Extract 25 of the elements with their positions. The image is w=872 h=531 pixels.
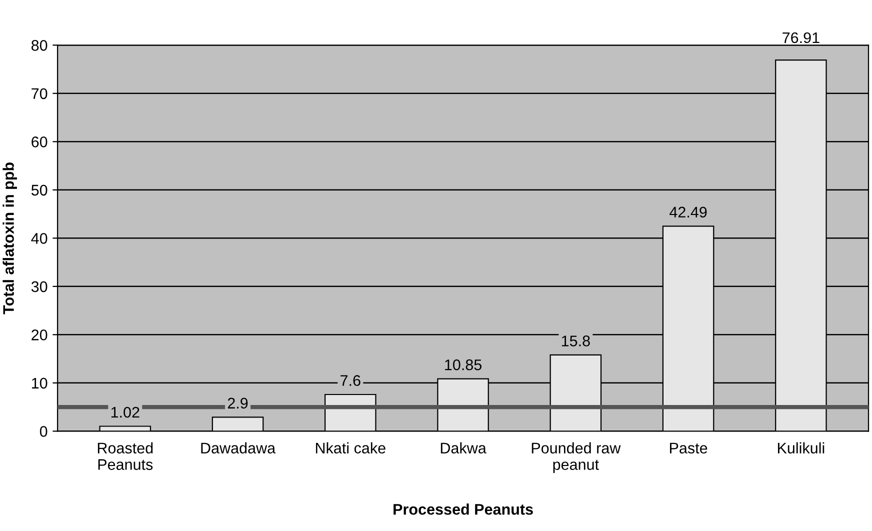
y-tick-label: 0 bbox=[40, 426, 48, 437]
x-tick-label: Pounded raw peanut bbox=[532, 442, 621, 473]
data-label: 15.8 bbox=[562, 336, 590, 346]
data-label: 42.49 bbox=[670, 206, 707, 218]
y-tick-label: 10 bbox=[32, 378, 48, 389]
data-label: 1.02 bbox=[111, 406, 140, 418]
data-label: 2.9 bbox=[228, 398, 248, 409]
x-tick-label: Paste bbox=[670, 442, 708, 454]
x-tick-label: Dakwa bbox=[440, 442, 486, 454]
y-tick-label: 30 bbox=[31, 281, 48, 292]
y-tick-label: 80 bbox=[32, 40, 48, 51]
y-tick-label: 50 bbox=[31, 184, 48, 196]
y-tick-label: 40 bbox=[31, 233, 48, 244]
y-tick-label: 60 bbox=[32, 136, 48, 148]
x-tick-label: Roasted Peanuts bbox=[98, 442, 153, 470]
y-tick-label: 70 bbox=[32, 88, 48, 100]
y-tick-label: 20 bbox=[32, 330, 48, 340]
x-axis-title: Processed Peanuts bbox=[394, 504, 533, 515]
x-tick-label: Kulikuli bbox=[778, 442, 824, 454]
data-label: 7.6 bbox=[340, 375, 360, 386]
y-axis-title: Total aflatoxin in ppb bbox=[2, 162, 17, 314]
x-tick-label: Dawadawa bbox=[201, 442, 276, 454]
data-label: 76.91 bbox=[782, 32, 820, 44]
data-label: 10.85 bbox=[445, 359, 482, 370]
x-tick-label: Nkati cake bbox=[316, 442, 386, 454]
